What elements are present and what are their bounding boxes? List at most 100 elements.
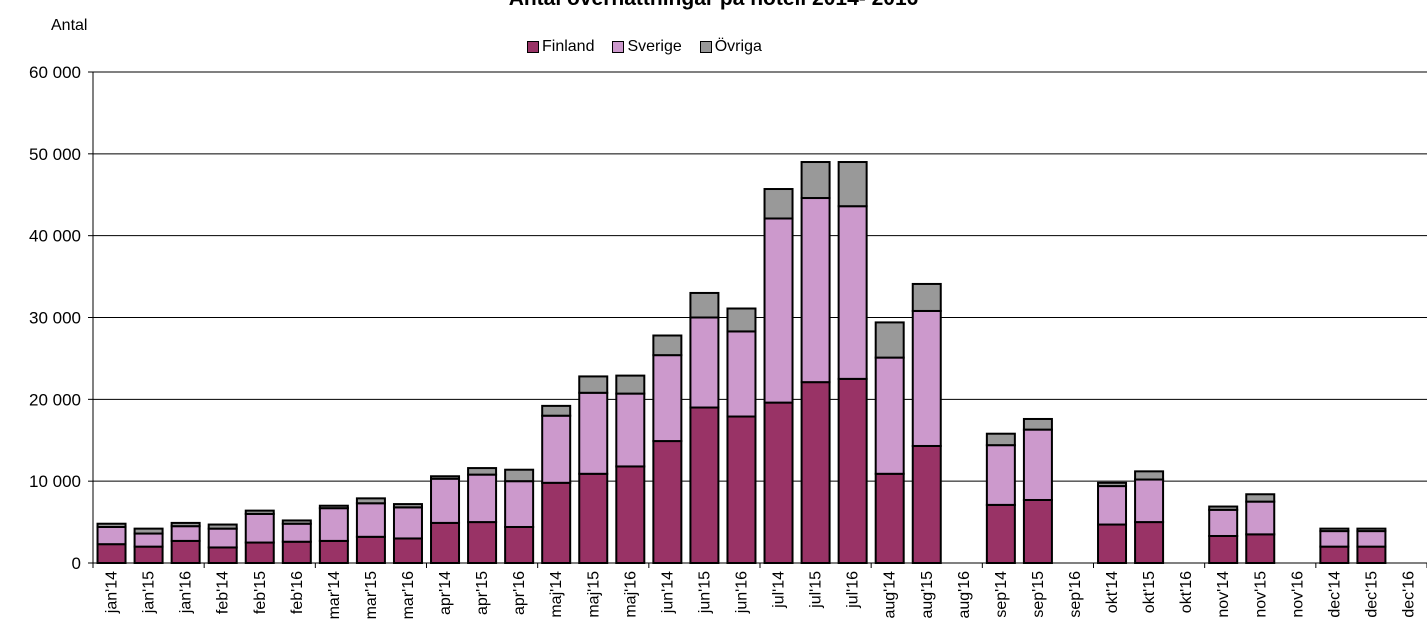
bar-segment-finland <box>726 415 757 565</box>
x-tick-label: apr'15 <box>474 571 491 615</box>
bar-segment-vriga <box>467 467 498 476</box>
x-tick-label: jul'16 <box>845 571 862 609</box>
bar-segment-sverige <box>541 414 572 484</box>
x-tick-label: mar'14 <box>326 571 343 620</box>
bar-segment-finland <box>985 503 1016 565</box>
legend-item-ovriga: Övriga <box>699 38 762 56</box>
bar-segment-finland <box>1022 498 1053 565</box>
bar-segment-vriga <box>430 475 461 480</box>
bar-segment-sverige <box>837 205 868 380</box>
x-tick-label: aug'14 <box>882 571 899 619</box>
bar-segment-finland <box>615 465 646 565</box>
bar-segment-sverige <box>578 391 609 475</box>
legend-swatch-ovriga <box>699 41 712 53</box>
bar-segment-sverige <box>874 356 905 475</box>
x-tick-label: jan'14 <box>104 571 121 614</box>
x-tick-label: maj'15 <box>585 571 602 618</box>
y-tick-label: 60 000 <box>29 63 81 82</box>
bar-segment-vriga <box>1134 470 1165 481</box>
legend-item-finland: Finland <box>527 38 594 56</box>
bar-segment-sverige <box>133 532 164 548</box>
x-tick-label: feb'14 <box>215 571 232 614</box>
x-tick-label: nov'16 <box>1289 571 1306 618</box>
legend-swatch-finland <box>527 41 539 53</box>
legend-label-finland: Finland <box>542 38 595 55</box>
bar-segment-finland <box>244 541 275 565</box>
bar-segment-finland <box>689 406 720 564</box>
bar-segment-vriga <box>874 321 905 359</box>
bar-segment-vriga <box>170 521 201 528</box>
x-tick-label: okt'14 <box>1104 571 1121 613</box>
y-tick-label: 0 <box>72 554 81 573</box>
x-tick-label: mar'15 <box>363 571 380 620</box>
bar-segment-finland <box>467 521 498 564</box>
bar-segment-finland <box>1245 533 1276 565</box>
bar-segment-finland <box>318 539 349 565</box>
y-tick-label: 10 000 <box>29 472 81 491</box>
bar-segment-vriga <box>392 503 423 509</box>
y-tick-label: 40 000 <box>29 227 81 246</box>
bar-segment-vriga <box>207 523 238 530</box>
bar-segment-sverige <box>318 507 349 542</box>
bar-segment-sverige <box>96 525 127 546</box>
bar-segment-sverige <box>1134 478 1165 524</box>
bar-segment-sverige <box>1022 428 1053 501</box>
bar-segment-vriga <box>504 468 535 483</box>
bar-segment-finland <box>133 545 164 565</box>
bar-segment-sverige <box>800 197 831 384</box>
x-tick-label: sep'14 <box>993 571 1010 618</box>
bar-segment-vriga <box>763 188 794 220</box>
y-axis-label: Antal <box>51 17 88 34</box>
x-tick-label: okt'16 <box>1178 571 1195 613</box>
bar-segment-vriga <box>911 282 942 312</box>
x-tick-label: apr'16 <box>511 571 528 615</box>
bar-segment-vriga <box>1245 493 1276 503</box>
bar-segment-finland <box>430 521 461 565</box>
y-tick-label: 20 000 <box>29 390 81 409</box>
x-tick-label: jul'15 <box>808 571 825 609</box>
y-tick-label: 30 000 <box>29 309 81 328</box>
bar-segment-sverige <box>207 527 238 549</box>
x-tick-label: apr'14 <box>437 571 454 615</box>
bar-segment-finland <box>652 440 683 564</box>
x-tick-label: maj'16 <box>622 571 639 618</box>
bar-segment-finland <box>911 444 942 564</box>
bar-segment-vriga <box>541 404 572 417</box>
x-tick-label: sep'15 <box>1030 571 1047 618</box>
bar-segment-finland <box>355 535 386 565</box>
bar-segment-vriga <box>1022 417 1053 431</box>
x-tick-label: okt'15 <box>1141 571 1158 613</box>
bar-segment-sverige <box>652 354 683 443</box>
bar-segment-vriga <box>1097 481 1128 488</box>
legend: Finland Sverige Övriga <box>527 38 780 56</box>
x-tick-label: jun'15 <box>696 571 713 614</box>
bar-segment-finland <box>800 381 831 565</box>
bar-segment-vriga <box>652 334 683 357</box>
bar-segment-finland <box>541 481 572 565</box>
bar-segment-vriga <box>726 307 757 333</box>
y-tick-label: 50 000 <box>29 145 81 164</box>
x-tick-label: dec'14 <box>1326 571 1343 618</box>
bar-segment-vriga <box>281 519 312 525</box>
bar-segment-sverige <box>763 217 794 404</box>
bar-segment-sverige <box>726 330 757 418</box>
bar-segment-finland <box>763 401 794 564</box>
x-tick-label: jul'14 <box>771 571 788 609</box>
bar-segment-sverige <box>467 473 498 524</box>
bar-segment-vriga <box>96 522 127 528</box>
bar-segment-vriga <box>800 161 831 200</box>
x-tick-label: jan'16 <box>178 571 195 614</box>
x-tick-label: nov'15 <box>1252 571 1269 618</box>
legend-swatch-sverige <box>612 41 625 53</box>
bar-segment-finland <box>1097 523 1128 564</box>
bar-segment-vriga <box>985 432 1016 447</box>
x-tick-label: jun'14 <box>659 571 676 614</box>
bar-segment-vriga <box>1356 527 1387 533</box>
chart-title: Antal övernattningar på hotell 2014- 201… <box>0 0 1427 11</box>
bar-segment-sverige <box>244 512 275 544</box>
bar-segment-vriga <box>578 375 609 394</box>
bar-segment-finland <box>1134 521 1165 564</box>
bar-segment-finland <box>281 540 312 564</box>
x-tick-label: jan'15 <box>141 571 158 614</box>
bar-segment-vriga <box>1208 505 1239 511</box>
